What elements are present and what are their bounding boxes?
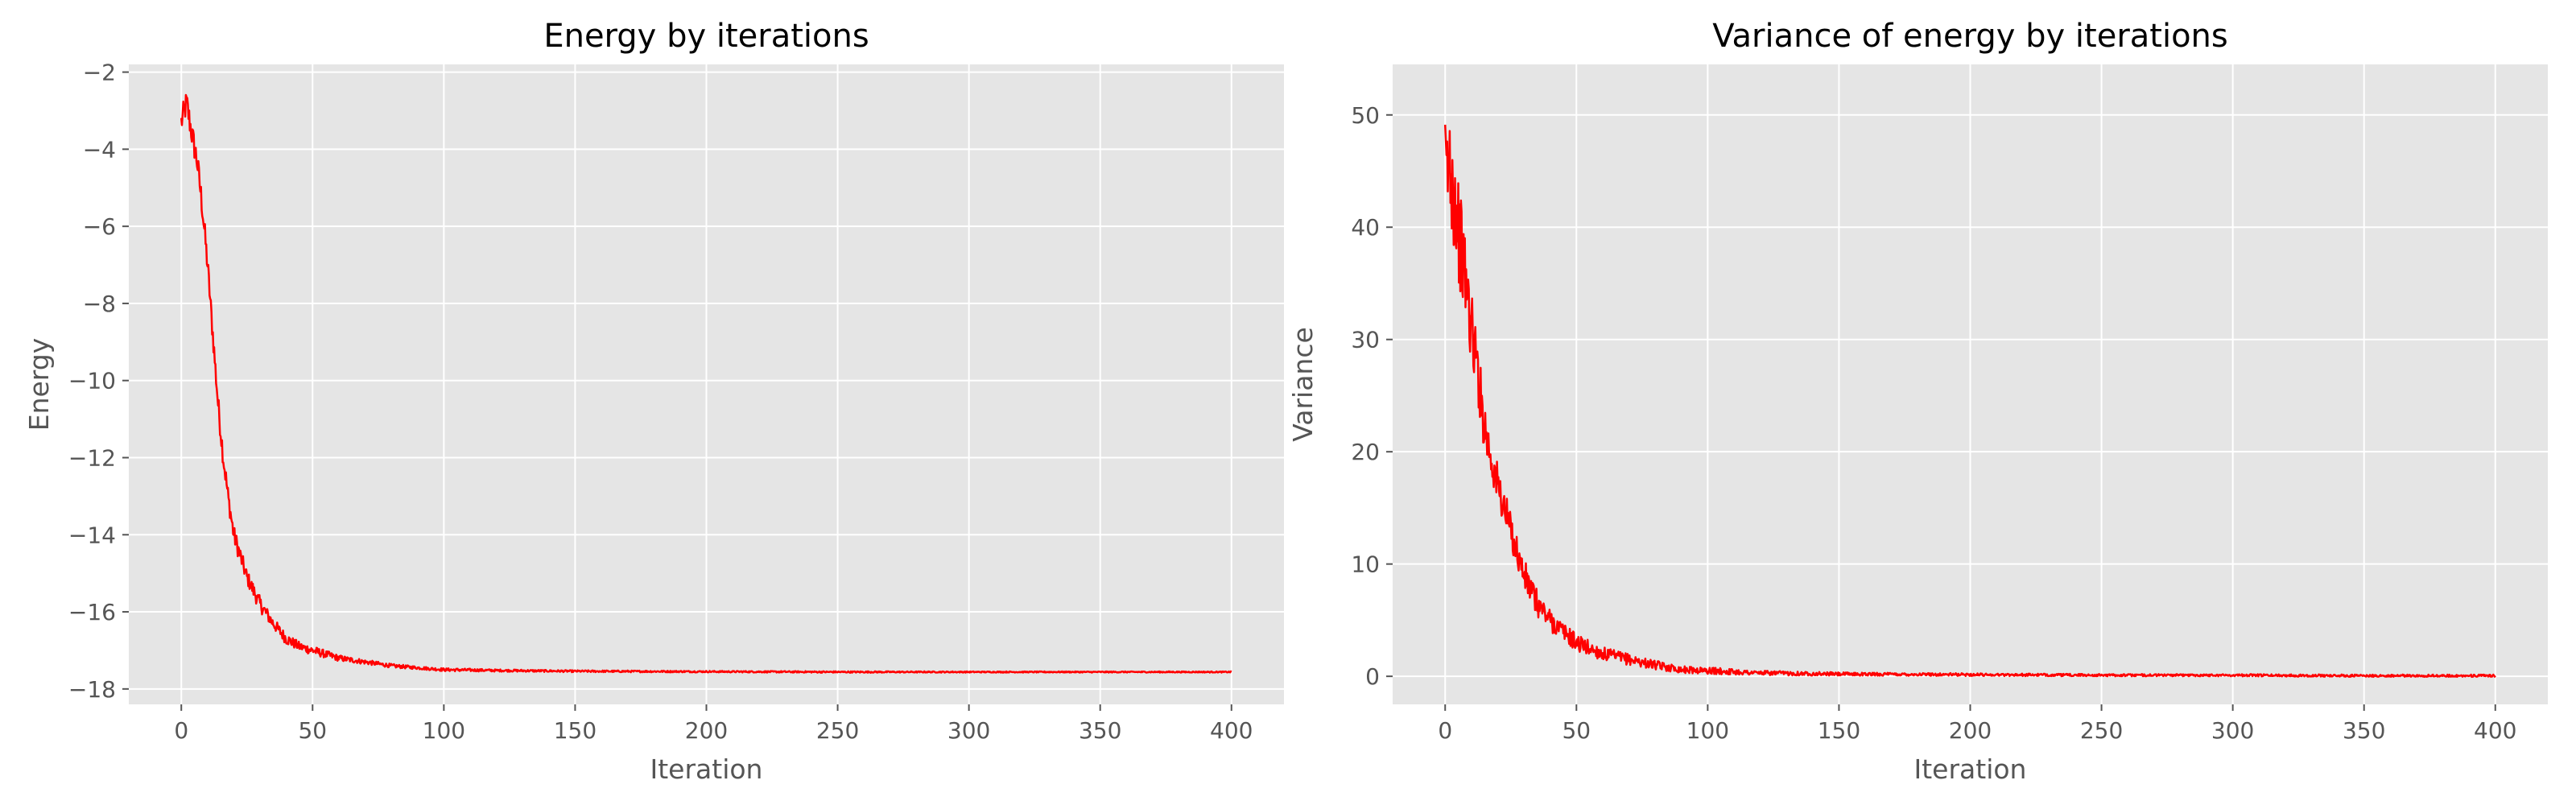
y-axis-label: Energy [23, 338, 55, 431]
gridlines [1393, 64, 2548, 704]
y-tick-labels: 0 10 20 30 40 50 [1351, 102, 1393, 690]
x-tick-label: 250 [2080, 717, 2123, 744]
x-tick-label: 150 [554, 717, 597, 744]
gridlines [129, 64, 1284, 704]
x-tick-label: 50 [298, 717, 327, 744]
x-tick-label: 250 [816, 717, 859, 744]
x-tick-label: 350 [1079, 717, 1121, 744]
series-line [1443, 124, 2496, 679]
x-tick-label: 300 [2211, 717, 2254, 744]
x-axis-label: Iteration [1914, 753, 2027, 785]
energy-chart: 0 50 100 150 200 250 300 350 400 −18 −16 −14 −12 −10… [23, 18, 1284, 785]
y-tick-label: −10 [68, 368, 116, 394]
y-tick-label: 50 [1351, 102, 1380, 129]
x-tick-labels: 0 50 100 150 200 250 300 350 400 [174, 704, 1253, 744]
y-tick-label: 10 [1351, 551, 1380, 578]
series-line [180, 93, 1232, 674]
y-axis-label: Variance [1287, 327, 1319, 442]
y-tick-label: 20 [1351, 439, 1380, 465]
x-tick-label: 200 [685, 717, 728, 744]
chart-title: Energy by iterations [543, 18, 869, 55]
y-tick-label: 30 [1351, 327, 1380, 353]
y-tick-label: −18 [68, 676, 116, 703]
x-tick-label: 300 [947, 717, 990, 744]
y-tick-label: −16 [68, 599, 116, 625]
x-tick-label: 400 [2474, 717, 2516, 744]
x-tick-label: 0 [174, 717, 188, 744]
x-tick-label: 50 [1562, 717, 1591, 744]
x-tick-label: 150 [1818, 717, 1860, 744]
chart-title: Variance of energy by iterations [1712, 18, 2227, 55]
series-layer [1443, 124, 2496, 679]
x-tick-labels: 0 50 100 150 200 250 300 350 400 [1438, 704, 2516, 744]
y-tick-label: −8 [83, 291, 116, 317]
x-tick-label: 400 [1210, 717, 1253, 744]
x-tick-label: 100 [1686, 717, 1729, 744]
x-axis-label: Iteration [650, 753, 763, 785]
y-tick-label: 40 [1351, 214, 1380, 241]
y-tick-label: −14 [68, 522, 116, 548]
x-tick-label: 100 [423, 717, 465, 744]
series-layer [180, 93, 1232, 674]
y-tick-label: −2 [83, 60, 116, 86]
y-tick-label: −12 [68, 444, 116, 471]
x-tick-label: 200 [1949, 717, 1992, 744]
y-tick-label: 0 [1365, 663, 1380, 690]
y-tick-label: −4 [83, 136, 116, 163]
x-tick-label: 0 [1438, 717, 1452, 744]
y-tick-labels: −18 −16 −14 −12 −10 −8 −6 −4 −2 [68, 60, 129, 703]
y-tick-label: −6 [83, 213, 116, 240]
variance-chart: 0 50 100 150 200 250 300 350 400 0 10 20 30 40 50 Var… [1287, 18, 2548, 785]
x-tick-label: 350 [2343, 717, 2385, 744]
